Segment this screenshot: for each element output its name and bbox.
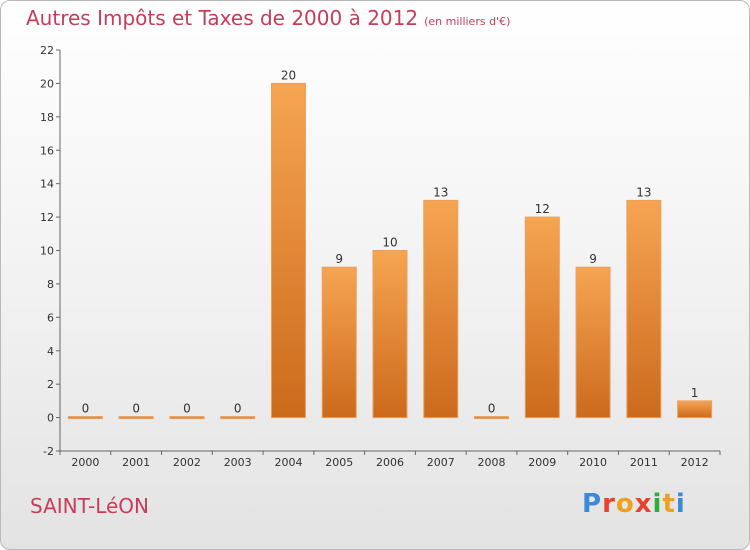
x-tick-label: 2009 bbox=[528, 456, 556, 469]
chart-title: Autres Impôts et Taxes de 2000 à 2012 (en… bbox=[26, 6, 510, 30]
y-tick-label: -2 bbox=[43, 445, 54, 458]
y-tick-label: 16 bbox=[40, 144, 54, 157]
y-tick-label: 0 bbox=[47, 412, 54, 425]
bar bbox=[220, 416, 256, 420]
chart-title-text: Autres Impôts et Taxes de 2000 à 2012 bbox=[26, 6, 419, 30]
bar bbox=[270, 82, 306, 419]
bar bbox=[372, 250, 408, 419]
chart-subtitle: (en milliers d'€) bbox=[424, 15, 511, 28]
place-name: SAINT-LéON bbox=[30, 494, 150, 518]
bar-value-label: 0 bbox=[183, 402, 191, 416]
x-tick-label: 2008 bbox=[478, 456, 506, 469]
bar-value-label: 12 bbox=[535, 202, 550, 216]
bar bbox=[67, 416, 103, 420]
x-tick-label: 2012 bbox=[681, 456, 709, 469]
y-tick-label: 12 bbox=[40, 211, 54, 224]
y-tick-label: 14 bbox=[40, 178, 54, 191]
bar bbox=[474, 416, 510, 420]
bar-value-label: 13 bbox=[433, 185, 448, 199]
y-tick-label: 8 bbox=[47, 278, 54, 291]
bar-value-label: 0 bbox=[488, 402, 496, 416]
x-tick-label: 2011 bbox=[630, 456, 658, 469]
x-tick-label: 2001 bbox=[122, 456, 150, 469]
x-tick-label: 2006 bbox=[376, 456, 404, 469]
x-tick-label: 2003 bbox=[224, 456, 252, 469]
bar bbox=[677, 400, 713, 419]
bar-value-label: 20 bbox=[281, 68, 296, 82]
bar-value-label: 9 bbox=[589, 252, 597, 266]
bar bbox=[626, 199, 662, 419]
bar-value-label: 0 bbox=[82, 402, 90, 416]
x-tick-label: 2000 bbox=[71, 456, 99, 469]
x-tick-label: 2002 bbox=[173, 456, 201, 469]
bar bbox=[423, 199, 459, 419]
y-tick-label: 22 bbox=[40, 44, 54, 57]
y-tick-label: 10 bbox=[40, 245, 54, 258]
bar-value-label: 0 bbox=[234, 402, 242, 416]
proxiti-logo: Proxiti bbox=[582, 489, 686, 519]
y-tick-label: 2 bbox=[47, 378, 54, 391]
x-tick-label: 2005 bbox=[325, 456, 353, 469]
x-tick-label: 2010 bbox=[579, 456, 607, 469]
bar-value-label: 13 bbox=[636, 185, 651, 199]
bar-value-label: 10 bbox=[382, 236, 397, 250]
y-tick-label: 18 bbox=[40, 111, 54, 124]
bar bbox=[524, 216, 560, 419]
bar bbox=[169, 416, 205, 420]
y-tick-label: 6 bbox=[47, 311, 54, 324]
y-tick-label: 20 bbox=[40, 77, 54, 90]
bar bbox=[118, 416, 154, 420]
bar bbox=[575, 266, 611, 419]
bar bbox=[321, 266, 357, 419]
bar-value-label: 0 bbox=[132, 402, 140, 416]
x-tick-label: 2007 bbox=[427, 456, 455, 469]
x-tick-label: 2004 bbox=[274, 456, 302, 469]
y-tick-label: 4 bbox=[47, 345, 54, 358]
bar-value-label: 1 bbox=[691, 386, 699, 400]
bar-value-label: 9 bbox=[335, 252, 343, 266]
